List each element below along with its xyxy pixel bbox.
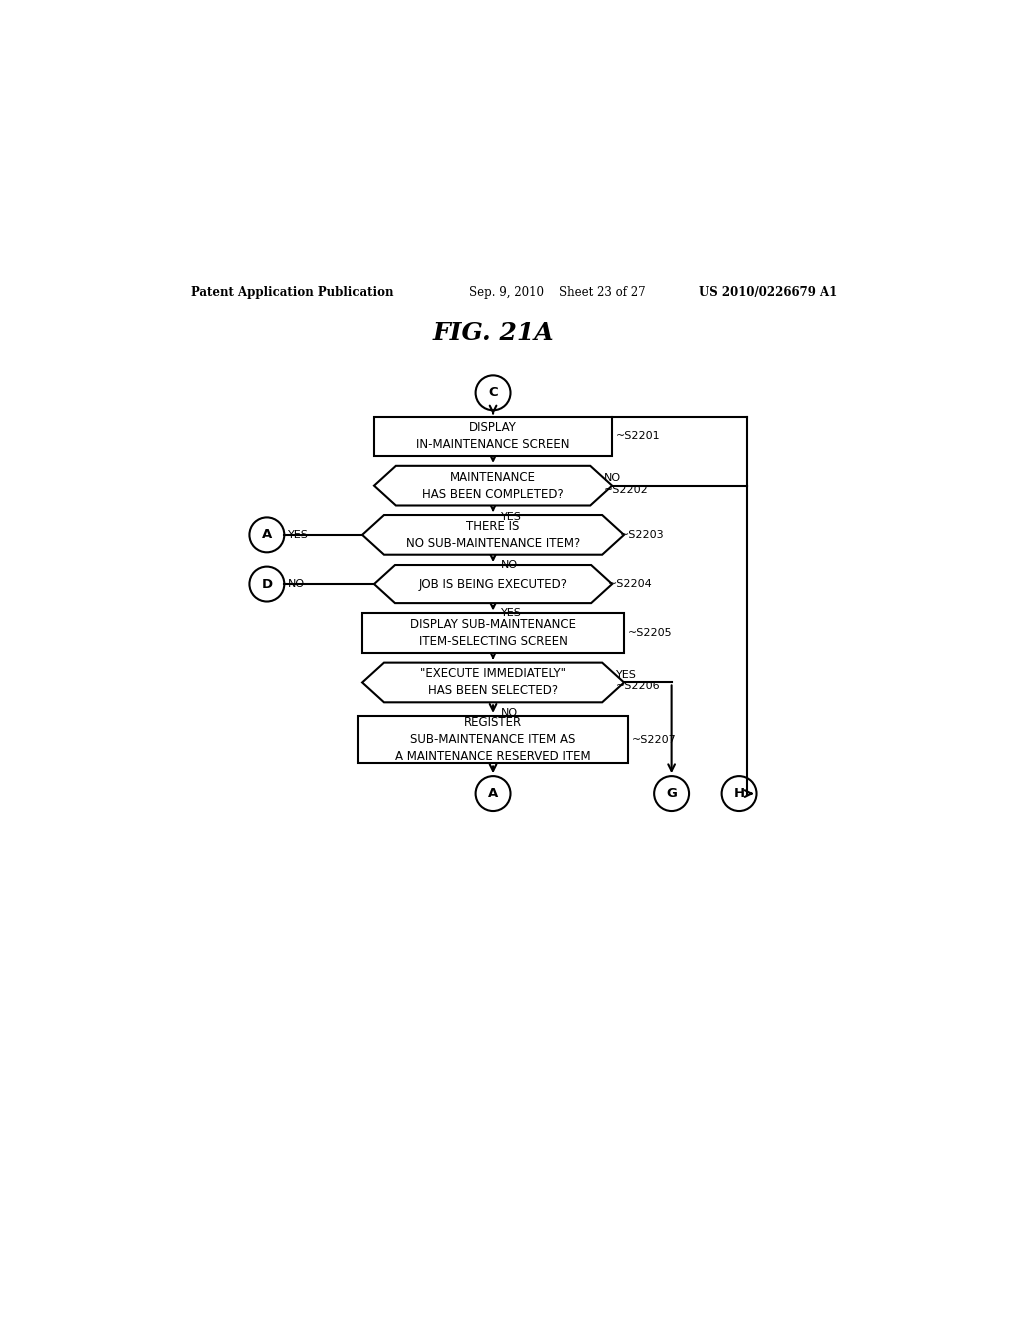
Text: H: H bbox=[733, 787, 744, 800]
Polygon shape bbox=[362, 515, 624, 554]
Text: A: A bbox=[487, 787, 499, 800]
Text: NO: NO bbox=[604, 473, 622, 483]
Text: DISPLAY
IN-MAINTENANCE SCREEN: DISPLAY IN-MAINTENANCE SCREEN bbox=[417, 421, 569, 451]
Text: DISPLAY SUB-MAINTENANCE
ITEM-SELECTING SCREEN: DISPLAY SUB-MAINTENANCE ITEM-SELECTING S… bbox=[410, 618, 577, 648]
Text: YES: YES bbox=[501, 512, 522, 523]
Text: YES: YES bbox=[501, 609, 522, 619]
Text: YES: YES bbox=[616, 669, 637, 680]
Text: MAINTENANCE
HAS BEEN COMPLETED?: MAINTENANCE HAS BEEN COMPLETED? bbox=[422, 471, 564, 500]
Text: D: D bbox=[261, 578, 272, 590]
Text: ~S2204: ~S2204 bbox=[608, 579, 653, 589]
Polygon shape bbox=[374, 466, 612, 506]
Text: FIG. 21A: FIG. 21A bbox=[432, 321, 554, 346]
Text: YES: YES bbox=[289, 529, 309, 540]
Text: "EXECUTE IMMEDIATELY"
HAS BEEN SELECTED?: "EXECUTE IMMEDIATELY" HAS BEEN SELECTED? bbox=[420, 668, 566, 697]
Text: G: G bbox=[667, 787, 677, 800]
Text: ~S2201: ~S2201 bbox=[616, 432, 660, 441]
Text: ~S2203: ~S2203 bbox=[620, 529, 665, 540]
Text: Patent Application Publication: Patent Application Publication bbox=[191, 285, 394, 298]
Text: JOB IS BEING EXECUTED?: JOB IS BEING EXECUTED? bbox=[419, 578, 567, 590]
Text: A: A bbox=[262, 528, 272, 541]
Polygon shape bbox=[362, 663, 624, 702]
Text: REGISTER
SUB-MAINTENANCE ITEM AS
A MAINTENANCE RESERVED ITEM: REGISTER SUB-MAINTENANCE ITEM AS A MAINT… bbox=[395, 717, 591, 763]
Text: NO: NO bbox=[289, 579, 305, 589]
Text: ~S2205: ~S2205 bbox=[628, 628, 673, 639]
Text: US 2010/0226679 A1: US 2010/0226679 A1 bbox=[699, 285, 838, 298]
Text: NO: NO bbox=[501, 708, 518, 718]
Text: NO: NO bbox=[501, 560, 518, 570]
Bar bbox=[362, 614, 624, 653]
Bar bbox=[358, 715, 628, 763]
Text: ~S2207: ~S2207 bbox=[632, 735, 677, 744]
Text: THERE IS
NO SUB-MAINTENANCE ITEM?: THERE IS NO SUB-MAINTENANCE ITEM? bbox=[406, 520, 581, 550]
Text: Sep. 9, 2010    Sheet 23 of 27: Sep. 9, 2010 Sheet 23 of 27 bbox=[469, 285, 646, 298]
Text: ~S2202: ~S2202 bbox=[604, 484, 649, 495]
Bar bbox=[374, 417, 612, 455]
Text: C: C bbox=[488, 387, 498, 400]
Polygon shape bbox=[374, 565, 612, 603]
Text: ~S2206: ~S2206 bbox=[616, 681, 660, 692]
